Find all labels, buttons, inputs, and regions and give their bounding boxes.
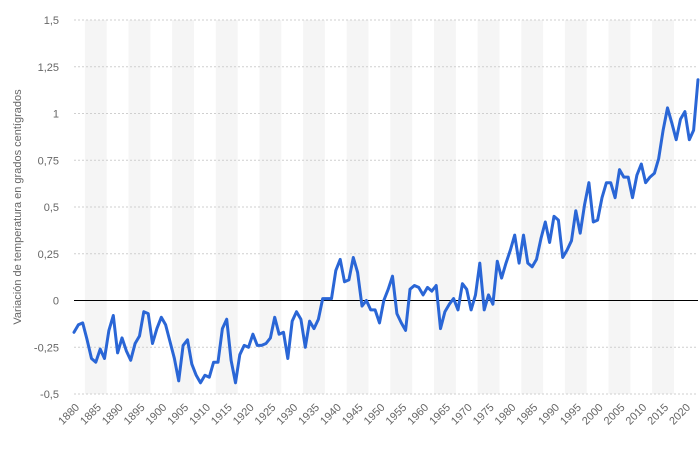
x-tick-label: 2015: [645, 402, 671, 428]
x-tick-label: 1910: [187, 402, 213, 428]
x-tick-label: 1880: [56, 402, 82, 428]
y-tick-label: 0,25: [38, 249, 59, 261]
x-tick-label: 1960: [405, 402, 431, 428]
x-tick-label: 2000: [580, 402, 606, 428]
series-group: [72, 78, 700, 385]
x-tick-label: 1950: [362, 402, 388, 428]
y-tick-label: 1,25: [38, 62, 59, 74]
x-tick-label: 1925: [253, 402, 279, 428]
x-tick-label: 1995: [558, 402, 584, 428]
x-axis-ticks: 1880188518901895190019051910191519201925…: [56, 402, 693, 428]
x-tick-label: 1970: [449, 402, 475, 428]
x-tick-label: 1980: [493, 402, 519, 428]
y-axis-label: Variación de temperatura en grados centí…: [12, 89, 24, 325]
x-tick-label: 1935: [296, 402, 322, 428]
x-tick-label: 2020: [667, 402, 693, 428]
x-tick-label: 1890: [100, 402, 126, 428]
y-tick-label: 0: [53, 296, 59, 308]
x-tick-label: 1985: [515, 402, 541, 428]
x-tick-label: 1945: [340, 402, 366, 428]
y-tick-label: 0,75: [38, 155, 59, 167]
x-tick-label: 1955: [384, 402, 410, 428]
y-tick-label: 1,5: [44, 15, 59, 27]
background-band: [434, 20, 456, 394]
y-tick-label: 1: [53, 109, 59, 121]
temperature-series-line: [72, 78, 700, 385]
x-tick-label: 1920: [231, 402, 257, 428]
x-tick-label: 1915: [209, 402, 235, 428]
y-tick-label: 0,5: [44, 202, 59, 214]
x-tick-label: 1885: [78, 402, 104, 428]
y-tick-label: -0,25: [34, 342, 59, 354]
x-tick-label: 2005: [602, 402, 628, 428]
x-tick-label: 1940: [318, 402, 344, 428]
x-tick-label: 1900: [144, 402, 170, 428]
x-tick-label: 1965: [427, 402, 453, 428]
x-tick-label: 1930: [275, 402, 301, 428]
x-tick-label: 1990: [536, 402, 562, 428]
background-band: [477, 20, 500, 394]
x-tick-label: 1895: [122, 402, 148, 428]
y-axis-ticks: -0,5 -0,25 0 0,25 0,5 0,75 1 1,25 1,5: [34, 15, 59, 401]
x-tick-label: 1975: [471, 402, 497, 428]
background-band: [390, 20, 413, 394]
x-tick-label: 1905: [165, 402, 191, 428]
x-tick-label: 2010: [624, 402, 650, 428]
gridlines: [74, 19, 698, 395]
y-tick-label: -0,5: [40, 389, 59, 401]
